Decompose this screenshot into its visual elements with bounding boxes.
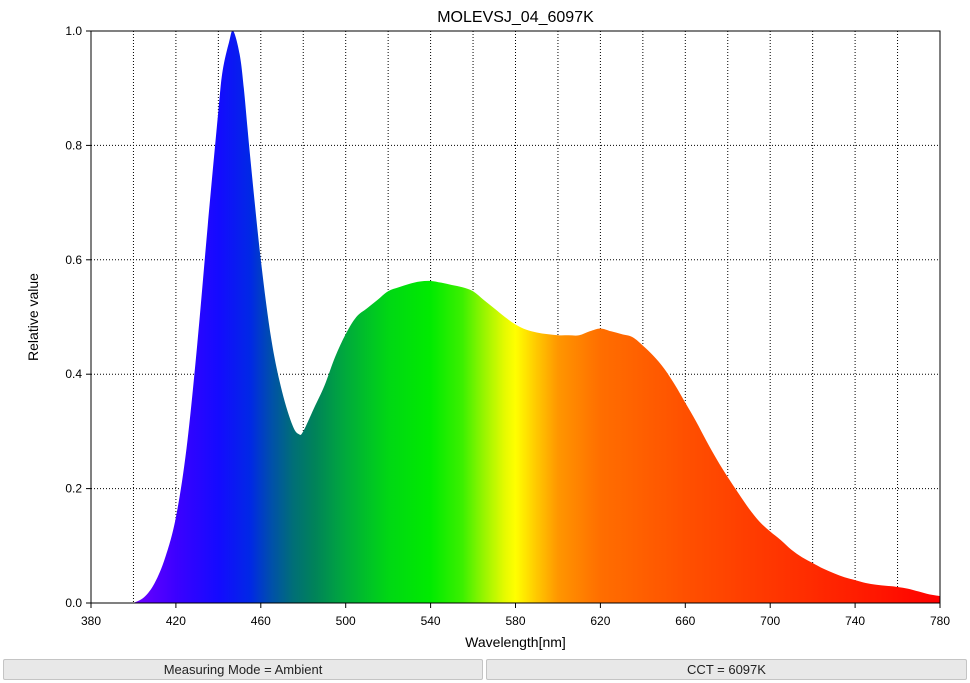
y-tick-label: 1.0	[65, 24, 82, 38]
x-tick-label: 420	[166, 614, 186, 628]
x-tick-label: 660	[675, 614, 695, 628]
x-tick-label: 740	[845, 614, 865, 628]
x-tick-label: 380	[81, 614, 101, 628]
y-axis-title: Relative value	[25, 273, 41, 361]
x-tick-label: 620	[590, 614, 610, 628]
measuring-mode-status: Measuring Mode = Ambient	[3, 659, 483, 680]
y-tick-label: 0.6	[65, 253, 82, 267]
y-tick-label: 0.8	[65, 138, 82, 152]
y-axis-ticks: 0.0 0.2 0.4 0.6 0.8 1.0	[65, 24, 91, 610]
y-tick-label: 0.0	[65, 596, 82, 610]
x-tick-label: 700	[760, 614, 780, 628]
x-tick-label: 780	[930, 614, 950, 628]
x-axis-ticks: 380 420 460 500 540 580 620 660 700 740 780	[81, 603, 950, 628]
x-axis-title: Wavelength[nm]	[465, 634, 566, 650]
cct-status: CCT = 6097K	[486, 659, 967, 680]
spectrum-chart: MOLEVSJ_04_6097K 380 420 460 500 540 580 620 66…	[25, 9, 950, 650]
status-bar: Measuring Mode = Ambient CCT = 6097K	[0, 657, 970, 683]
x-tick-label: 460	[251, 614, 271, 628]
y-tick-label: 0.2	[65, 482, 82, 496]
chart-title: MOLEVSJ_04_6097K	[437, 9, 594, 26]
x-tick-label: 540	[421, 614, 441, 628]
spectrum-area	[133, 30, 940, 603]
x-tick-label: 580	[505, 614, 525, 628]
y-tick-label: 0.4	[65, 367, 82, 381]
x-tick-label: 500	[336, 614, 356, 628]
